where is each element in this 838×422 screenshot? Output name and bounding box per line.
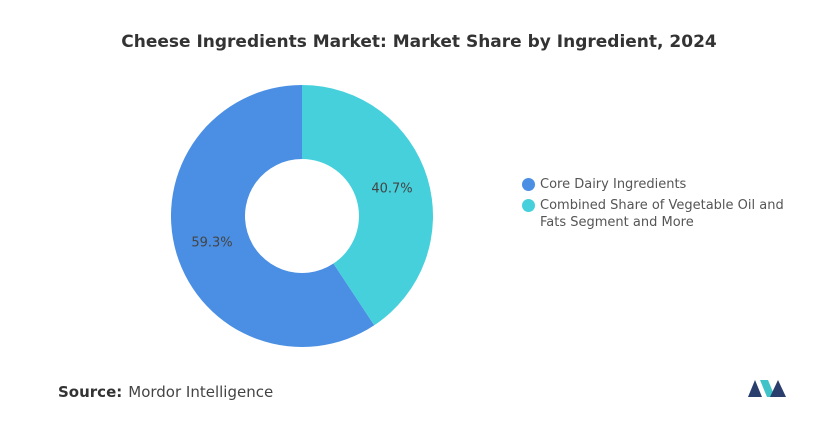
source: Source: Mordor Intelligence — [58, 383, 273, 401]
legend-label: Core Dairy Ingredients — [540, 177, 687, 192]
data-label: 40.7% — [371, 181, 412, 196]
legend-item: Combined Share of Vegetable Oil and Fats… — [522, 197, 792, 231]
data-label: 59.3% — [191, 236, 232, 251]
source-label: Source: — [58, 383, 123, 401]
legend-swatch — [522, 199, 535, 212]
chart-title: Cheese Ingredients Market: Market Share … — [121, 32, 717, 52]
donut-slice — [302, 85, 434, 326]
legend-item: Core Dairy Ingredients — [522, 176, 792, 193]
legend-swatch — [522, 178, 535, 191]
logo — [748, 380, 786, 397]
legend-label: Combined Share of Vegetable Oil and Fats… — [540, 198, 784, 230]
source-text: Mordor Intelligence — [128, 383, 274, 401]
legend: Core Dairy Ingredients Combined Share of … — [522, 176, 792, 235]
donut-slice — [171, 85, 375, 347]
